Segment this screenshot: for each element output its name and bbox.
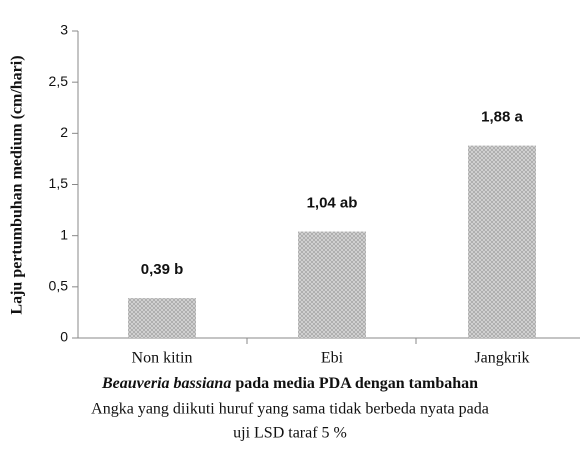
bar — [128, 298, 196, 338]
y-tick-label: 0 — [60, 329, 68, 345]
bar — [298, 231, 366, 338]
y-tick-label: 1,5 — [49, 175, 69, 191]
note: Angka yang diikuti huruf yang sama tidak… — [91, 401, 489, 418]
y-tick-label: 1 — [60, 226, 68, 242]
value-label: 1,04 ab — [307, 195, 358, 212]
y-tick-label: 0,5 — [49, 278, 69, 294]
bar — [468, 145, 536, 338]
x-axis-label: Beauveria bassiana pada media PDA dengan… — [101, 375, 478, 392]
value-label: 1,88 a — [481, 109, 523, 126]
y-tick-label: 3 — [60, 22, 68, 38]
species-name: Beauveria bassiana — [101, 375, 231, 392]
y-tick-label: 2,5 — [49, 73, 69, 89]
y-tick-label: 2 — [60, 124, 68, 140]
x-axis-label-text: pada media PDA dengan tambahan — [235, 375, 478, 392]
y-axis-label: Laju pertumbuhan medium (cm/hari) — [9, 55, 26, 314]
value-label: 0,39 b — [141, 261, 184, 278]
x-tick-label: Jangkrik — [474, 350, 529, 367]
x-tick-label: Non kitin — [132, 350, 193, 367]
note: uji LSD taraf 5 % — [233, 425, 347, 442]
x-tick-label: Ebi — [321, 350, 344, 367]
